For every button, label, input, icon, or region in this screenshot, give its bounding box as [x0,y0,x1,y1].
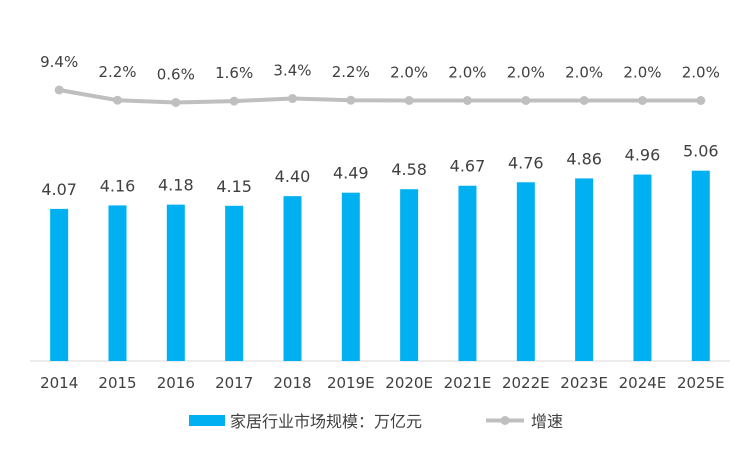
rate-label-2023E: 2.0% [565,64,603,82]
rate-point-2014 [54,85,64,95]
rate-label-2024E: 2.0% [623,64,661,82]
x-tick-2015: 2015 [98,374,136,392]
rate-label-2021E: 2.0% [448,64,486,82]
rate-point-2019E [346,95,356,105]
x-tick-2016: 2016 [157,374,195,392]
x-tick-2021E: 2021E [444,374,492,392]
bar-label-2018: 4.40 [275,167,311,186]
rate-label-2014: 9.4% [40,53,78,71]
legend: 家居行业市场规模：万亿元 增速 [189,412,563,431]
rate-label-2020E: 2.0% [390,64,428,82]
rate-point-2022E [521,96,531,105]
rate-label-2017: 1.6% [215,64,253,82]
bar-label-2023E: 4.86 [566,149,602,168]
bar-2015 [108,205,127,361]
bar-label-2025E: 5.06 [683,142,719,161]
bar-2024E [633,174,652,361]
rate-data-labels: 9.4% 2.2% 0.6% 1.6% 3.4% 2.2% 2.0% 2.0% 2.0% 2.0%… [40,53,720,84]
x-tick-2019E: 2019E [327,374,375,392]
bar-label-2016: 4.18 [158,176,194,195]
bar-2022E [516,182,535,361]
bar-2019E [341,192,360,361]
rate-label-2025E: 2.0% [682,64,720,82]
rate-point-2024E [637,96,647,105]
bar-label-2019E: 4.49 [333,164,369,183]
rate-series [54,85,706,107]
bar-2014 [50,208,69,361]
rate-label-2022E: 2.0% [507,64,545,82]
rate-point-2025E [696,96,706,105]
rate-label-2019E: 2.2% [332,63,370,81]
bar-label-2022E: 4.76 [508,153,544,172]
rate-label-2016: 0.6% [157,65,195,83]
x-tick-2023E: 2023E [560,374,608,392]
bar-series [50,170,710,361]
bar-label-2024E: 4.96 [625,146,661,165]
bar-label-2017: 4.15 [216,177,252,196]
rate-point-2017 [229,96,239,106]
bar-2016 [166,204,185,361]
rate-point-2016 [171,97,181,107]
bar-label-2021E: 4.67 [450,157,486,176]
bar-2025E [691,170,710,361]
rate-point-2023E [579,96,589,105]
bar-2017 [225,205,244,361]
x-tick-2014: 2014 [40,374,78,392]
rate-line-path [58,88,701,105]
rate-point-2021E [462,96,472,105]
rate-point-2015 [113,95,122,105]
x-tick-2024E: 2024E [619,374,667,392]
bar-2018 [283,196,302,361]
bar-2023E [575,178,594,361]
bar-label-2015: 4.16 [100,176,136,195]
rate-label-2018: 3.4% [273,62,311,80]
x-tick-2018: 2018 [273,374,311,392]
rate-label-2015: 2.2% [98,63,136,81]
x-tick-2022E: 2022E [502,374,550,392]
bar-data-labels: 4.07 4.16 4.18 4.15 4.40 4.49 4.58 4.67 4.76 4.86… [41,142,718,199]
x-tick-2020E: 2020E [385,374,433,392]
legend-bar-swatch [189,415,225,426]
rate-point-2018 [287,94,297,104]
x-tick-2017: 2017 [215,374,253,392]
rate-point-2020E [404,96,414,105]
bar-2020E [400,189,419,361]
legend-line-marker [500,416,510,425]
legend-bar-label: 家居行业市场规模：万亿元 [230,412,422,431]
bar-label-2020E: 4.58 [391,160,427,179]
bar-2021E [458,185,477,361]
x-tick-labels: 2014 2015 2016 2017 2018 2019E 2020E 2021E 2022E… [40,374,725,392]
legend-line-label: 增速 [531,412,563,431]
bar-label-2014: 4.07 [41,180,77,199]
x-tick-2025E: 2025E [677,374,725,392]
